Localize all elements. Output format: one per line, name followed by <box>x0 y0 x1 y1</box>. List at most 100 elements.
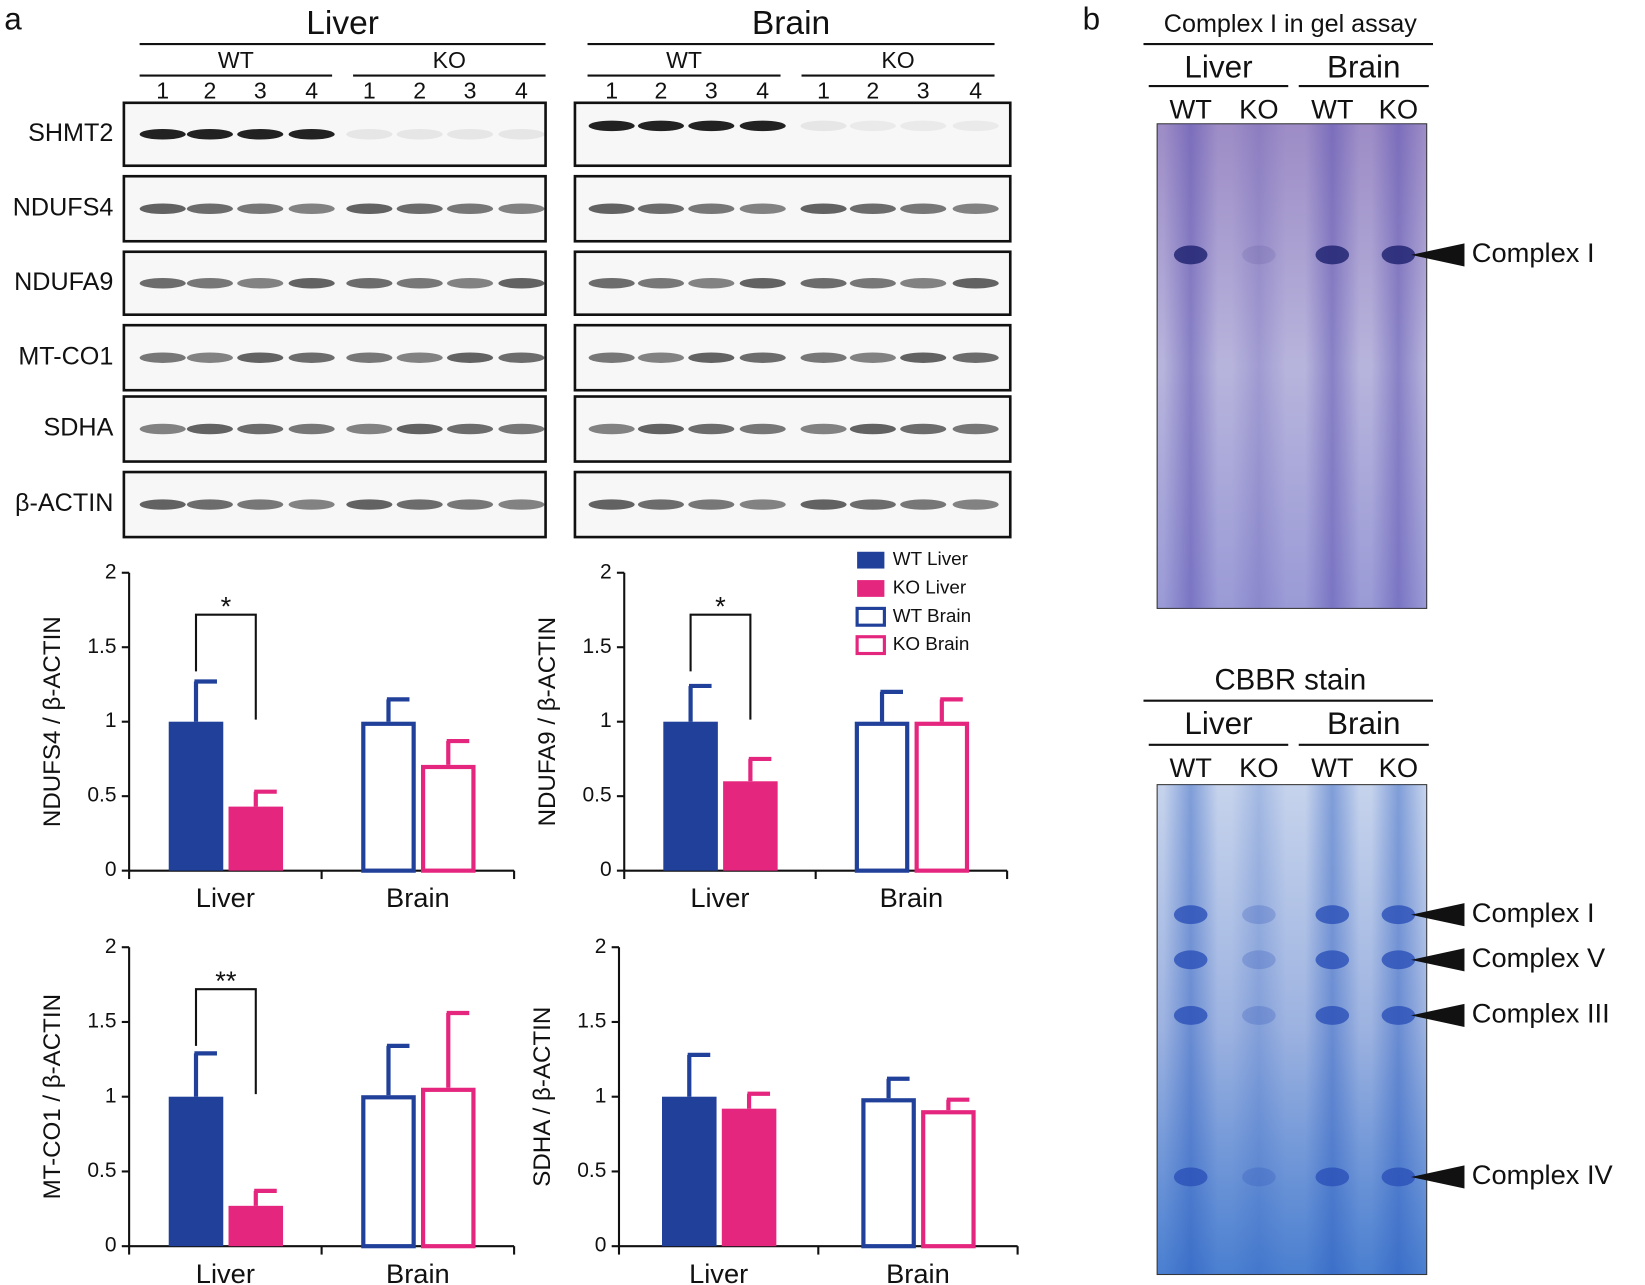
x-tick-label: Brain <box>886 1258 950 1285</box>
band <box>952 277 999 289</box>
gel-lane <box>1371 784 1426 1275</box>
band <box>396 129 443 140</box>
genotype-label: WT <box>666 47 702 73</box>
band <box>800 120 847 132</box>
band <box>498 129 545 140</box>
bar <box>228 1205 284 1247</box>
band <box>739 120 786 132</box>
band <box>900 499 947 510</box>
band <box>800 352 847 363</box>
band <box>588 277 635 289</box>
gel-lane <box>1163 123 1218 609</box>
y-tick-label: 0 <box>105 858 117 881</box>
band <box>498 277 545 289</box>
y-tick-label: 0.5 <box>87 1159 116 1182</box>
lane-label: 2 <box>203 77 216 103</box>
charts: 0 0.5 1 1.5 2 NDUFS4 / β-ACTIN Liver Brain * WT L… <box>39 549 1019 1285</box>
legend-swatch <box>855 635 886 656</box>
lane-label: 3 <box>917 77 930 103</box>
protein-label: β-ACTIN <box>15 489 113 517</box>
gel-band <box>1315 905 1350 925</box>
y-tick-label: 0 <box>600 858 612 881</box>
band <box>688 499 735 510</box>
band <box>849 352 896 363</box>
error-bar <box>193 679 217 722</box>
band <box>346 423 393 435</box>
gel-band <box>1381 950 1416 970</box>
band <box>952 120 999 132</box>
bar <box>421 764 476 873</box>
band <box>139 129 186 140</box>
band <box>288 499 335 510</box>
gel-band <box>1173 905 1208 925</box>
gel-lane <box>1371 123 1426 609</box>
significance-bracket <box>194 613 257 720</box>
genotype-label: KO <box>1239 752 1278 783</box>
band <box>637 352 685 363</box>
band <box>139 277 186 289</box>
band <box>396 423 443 435</box>
x-tick-label: Brain <box>386 1258 450 1285</box>
y-tick-label: 1 <box>105 1084 117 1107</box>
band <box>186 352 233 363</box>
band <box>952 203 999 214</box>
band <box>139 352 186 363</box>
band <box>739 203 786 214</box>
band <box>900 277 947 289</box>
band <box>498 352 545 363</box>
band <box>588 352 635 363</box>
band <box>588 203 635 214</box>
x-tick-label: Liver <box>690 882 749 913</box>
gel-band <box>1173 245 1208 265</box>
legend-label: KO Brain <box>893 634 970 655</box>
genotype-label: KO <box>1239 93 1278 124</box>
marker-label: Complex V <box>1472 942 1606 973</box>
arrowhead <box>1410 1165 1465 1189</box>
band <box>637 499 685 510</box>
bar <box>421 1087 476 1249</box>
error-bar <box>886 1076 910 1099</box>
band <box>446 352 494 363</box>
y-tick-label: 1 <box>105 709 117 732</box>
significance-label: ** <box>215 965 237 996</box>
bar <box>721 1108 777 1247</box>
lane-label: 4 <box>515 77 528 103</box>
band <box>288 423 335 435</box>
y-axis-label: NDUFS4 / β-ACTIN <box>39 616 66 827</box>
x-tick-label: Liver <box>196 882 255 913</box>
band <box>498 499 545 510</box>
gel-lane <box>1231 784 1287 1275</box>
lane-label: 3 <box>705 77 718 103</box>
panel-label: a <box>4 1 22 36</box>
band <box>800 203 847 214</box>
x-tick-label: Brain <box>880 882 944 913</box>
lane-label: 1 <box>156 77 169 103</box>
gel-band <box>1381 1005 1416 1025</box>
gel-lane <box>1163 784 1218 1275</box>
gel-band <box>1242 1005 1276 1025</box>
gel-lane <box>1305 123 1360 609</box>
band <box>952 352 999 363</box>
band <box>288 129 335 140</box>
genotype-label: WT <box>1169 752 1212 783</box>
tissue-label: Liver <box>306 5 379 42</box>
marker-label: Complex I <box>1472 897 1595 928</box>
gel-band <box>1242 950 1276 970</box>
lane-label: 3 <box>464 77 477 103</box>
significance-bracket <box>194 988 257 1095</box>
lane-label: 1 <box>817 77 830 103</box>
band <box>139 423 186 435</box>
tissue-label: Brain <box>1327 50 1400 85</box>
significance-label: * <box>715 591 726 622</box>
lane-label: 4 <box>969 77 982 103</box>
error-bar <box>688 683 712 722</box>
genotype-label: KO <box>881 47 914 73</box>
band <box>800 423 847 435</box>
band <box>446 277 494 289</box>
gel-band <box>1381 1167 1416 1187</box>
band <box>446 129 494 140</box>
lane-label: 2 <box>866 77 879 103</box>
error-bar <box>748 756 772 782</box>
